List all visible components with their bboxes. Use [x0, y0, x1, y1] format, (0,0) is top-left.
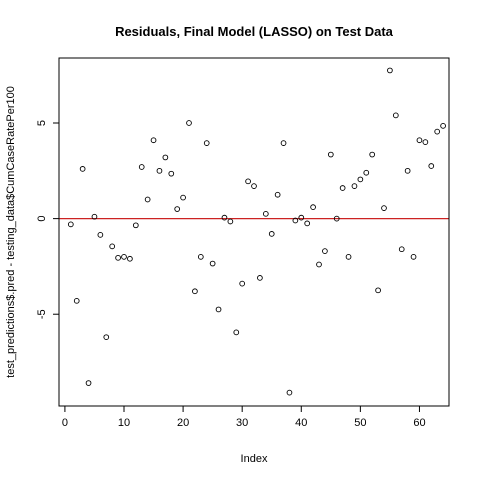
data-point: [410, 254, 417, 260]
data-point: [73, 297, 80, 304]
data-point: [304, 220, 311, 227]
data-point: [121, 254, 127, 260]
data-point: [375, 287, 381, 294]
data-point: [209, 260, 216, 267]
data-point: [339, 185, 346, 191]
x-tick-label: 20: [177, 417, 189, 429]
data-point: [127, 255, 133, 262]
y-tick-label: 5: [36, 120, 48, 126]
x-tick-label: 60: [413, 417, 425, 429]
data-point: [398, 246, 405, 253]
data-point: [239, 280, 246, 287]
data-point: [203, 140, 210, 146]
data-point: [150, 137, 157, 144]
x-tick-label: 30: [236, 417, 248, 429]
data-point: [186, 120, 192, 126]
data-point: [387, 67, 393, 74]
x-axis: 0 10 20 30 40 50 60: [62, 406, 426, 429]
x-tick-label: 40: [295, 417, 307, 429]
data-point: [91, 213, 98, 220]
data-point: [227, 218, 234, 225]
data-point: [310, 204, 316, 210]
data-point: [357, 176, 364, 183]
data-point: [286, 389, 293, 396]
data-point: [85, 380, 92, 386]
x-axis-label: Index: [241, 453, 268, 465]
data-point: [416, 137, 423, 144]
plot-frame: [58, 57, 450, 407]
y-axis-label: test_predictions$.pred - testing_data$Cu…: [5, 86, 17, 378]
data-point: [97, 232, 104, 238]
data-point: [67, 221, 74, 228]
data-point: [363, 169, 370, 176]
data-point: [345, 254, 352, 260]
data-point: [404, 167, 411, 174]
data-point: [233, 329, 240, 336]
data-point: [257, 275, 263, 281]
data-point: [251, 183, 257, 189]
data-point: [280, 140, 287, 146]
x-tick-label: 10: [118, 417, 130, 429]
data-point: [434, 128, 441, 135]
data-point: [440, 123, 446, 129]
data-point: [316, 261, 322, 268]
data-point: [322, 248, 328, 254]
data-point: [79, 166, 86, 172]
data-point: [268, 231, 275, 237]
data-point: [156, 167, 163, 174]
y-tick-label: -5: [36, 309, 48, 319]
data-point: [274, 191, 281, 198]
data-point: [369, 151, 376, 158]
x-tick-label: 50: [354, 417, 366, 429]
data-point: [197, 254, 204, 260]
data-point: [333, 215, 340, 222]
data-point: [292, 217, 299, 224]
data-point: [298, 214, 305, 221]
data-point: [103, 334, 110, 341]
data-point: [428, 163, 435, 169]
x-tick-label: 0: [62, 417, 68, 429]
chart-title: Residuals, Final Model (LASSO) on Test D…: [115, 24, 394, 39]
data-point: [144, 196, 151, 203]
data-point: [174, 206, 181, 212]
data-point: [351, 183, 358, 189]
data-point: [132, 222, 139, 229]
data-point: [192, 288, 198, 295]
data-point: [180, 194, 186, 201]
y-tick-label: 0: [36, 216, 48, 222]
data-point: [245, 178, 251, 185]
data-point: [422, 139, 429, 145]
y-axis: -5 0 5: [36, 120, 59, 319]
data-point: [162, 154, 169, 161]
data-point: [392, 112, 399, 119]
data-point: [215, 306, 222, 313]
data-point: [381, 205, 387, 211]
data-point: [262, 210, 269, 217]
data-point: [327, 151, 334, 158]
data-point: [109, 243, 116, 250]
data-point: [168, 170, 175, 177]
data-point: [115, 254, 121, 261]
data-point: [138, 164, 145, 170]
data-point: [221, 214, 228, 221]
data-points-layer: [67, 67, 446, 396]
